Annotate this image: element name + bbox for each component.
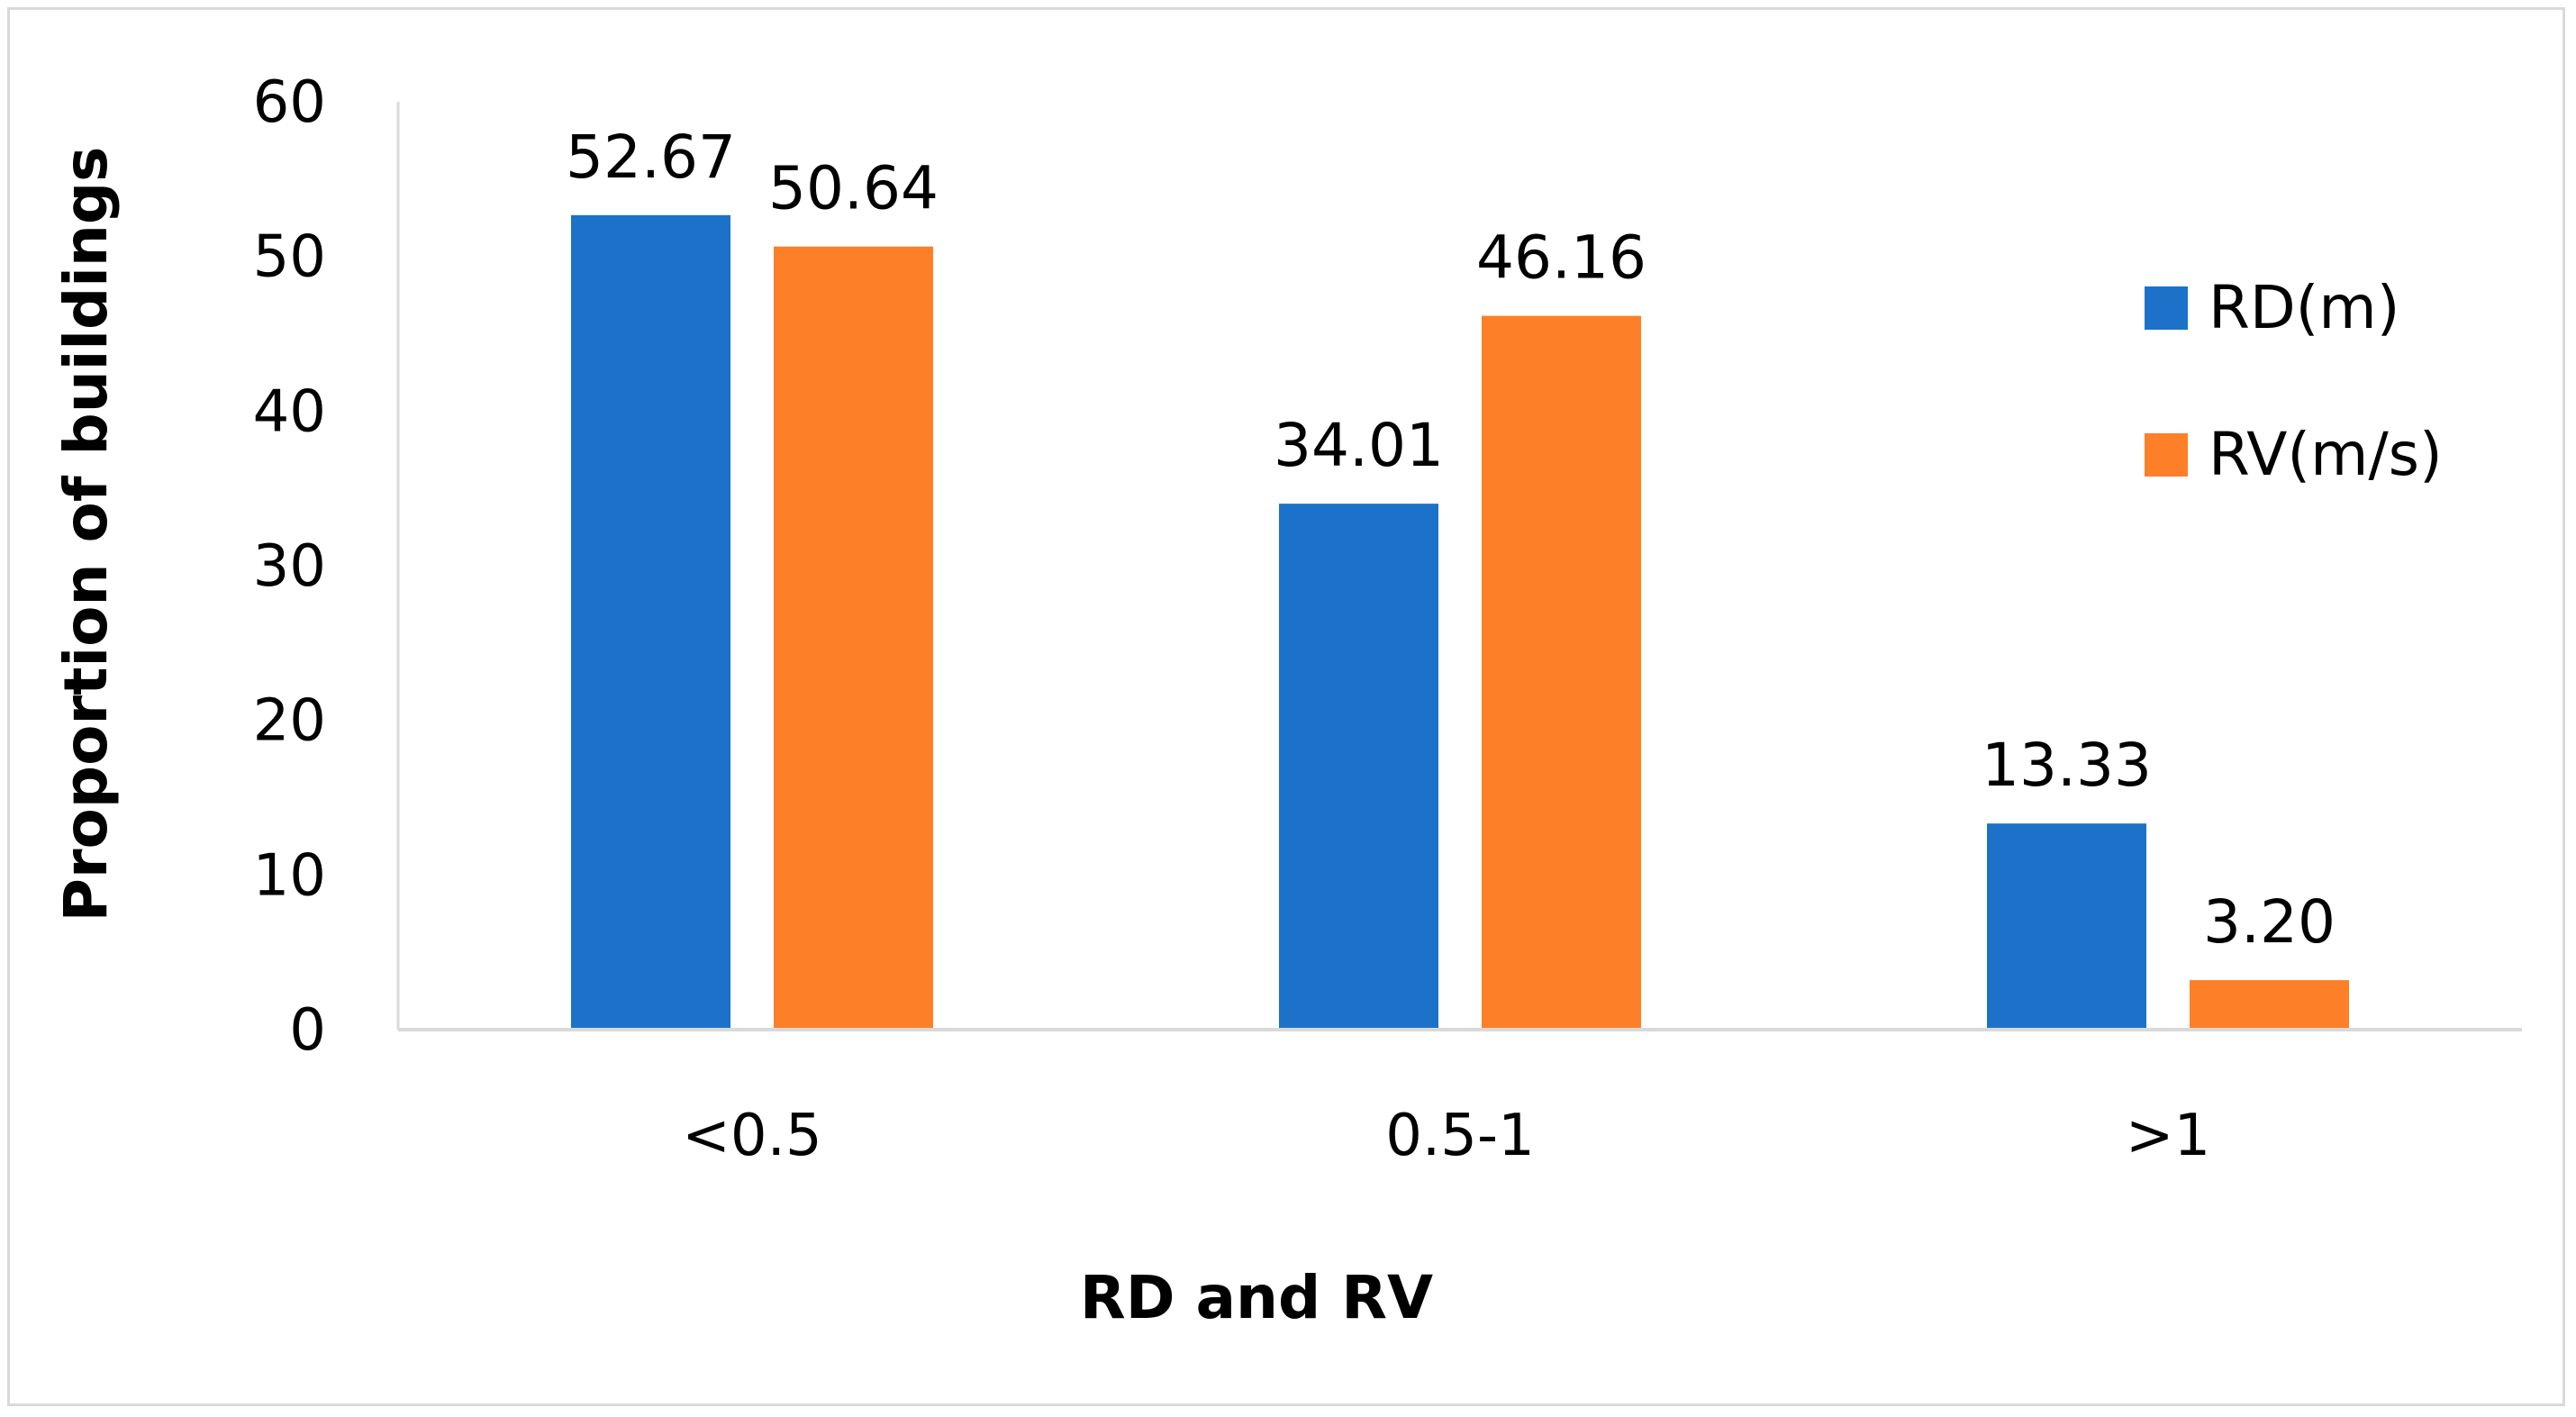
bar-rv-1 bbox=[1482, 315, 1641, 1030]
bar-rv-2 bbox=[2190, 980, 2349, 1030]
y-tick-label: 30 bbox=[253, 533, 326, 600]
y-tick-label: 60 bbox=[253, 69, 326, 136]
x-tick-label: <0.5 bbox=[682, 1103, 821, 1169]
legend: RD(m) RV(m/s) bbox=[2145, 273, 2443, 489]
legend-label-rd: RD(m) bbox=[2209, 273, 2399, 342]
bar-rd-1 bbox=[1279, 504, 1438, 1030]
y-tick-label: 10 bbox=[253, 842, 326, 909]
x-tick-label: 0.5-1 bbox=[1385, 1103, 1535, 1169]
legend-swatch-rd bbox=[2145, 286, 2188, 330]
bar-rv-0 bbox=[774, 246, 933, 1030]
data-labels: 52.67 34.01 13.33 50.64 46.16 3.20 bbox=[566, 123, 2336, 957]
y-tick-label: 20 bbox=[253, 688, 326, 755]
data-label-rv-0: 50.64 bbox=[768, 154, 939, 223]
y-axis-title: Proportion of buildings bbox=[51, 147, 121, 922]
legend-label-rv: RV(m/s) bbox=[2209, 420, 2443, 489]
data-label-rd-2: 13.33 bbox=[1982, 731, 2152, 800]
x-axis-title: RD and RV bbox=[1080, 1263, 1433, 1332]
bar-rd-0 bbox=[571, 214, 730, 1030]
data-label-rv-2: 3.20 bbox=[2203, 887, 2336, 957]
y-tick-label: 40 bbox=[253, 378, 326, 445]
bars bbox=[571, 214, 2349, 1030]
y-axis: 0 10 20 30 40 50 60 bbox=[253, 69, 400, 1064]
data-label-rv-1: 46.16 bbox=[1476, 223, 1646, 293]
y-tick-label: 50 bbox=[253, 224, 326, 291]
data-label-rd-0: 52.67 bbox=[566, 123, 736, 192]
data-label-rd-1: 34.01 bbox=[1274, 411, 1444, 480]
y-tick-label: 0 bbox=[289, 997, 326, 1064]
legend-swatch-rv bbox=[2145, 433, 2188, 477]
bar-rd-2 bbox=[1987, 823, 2146, 1030]
x-tick-label: >1 bbox=[2126, 1103, 2210, 1169]
x-axis: <0.5 0.5-1 >1 bbox=[398, 1028, 2522, 1169]
